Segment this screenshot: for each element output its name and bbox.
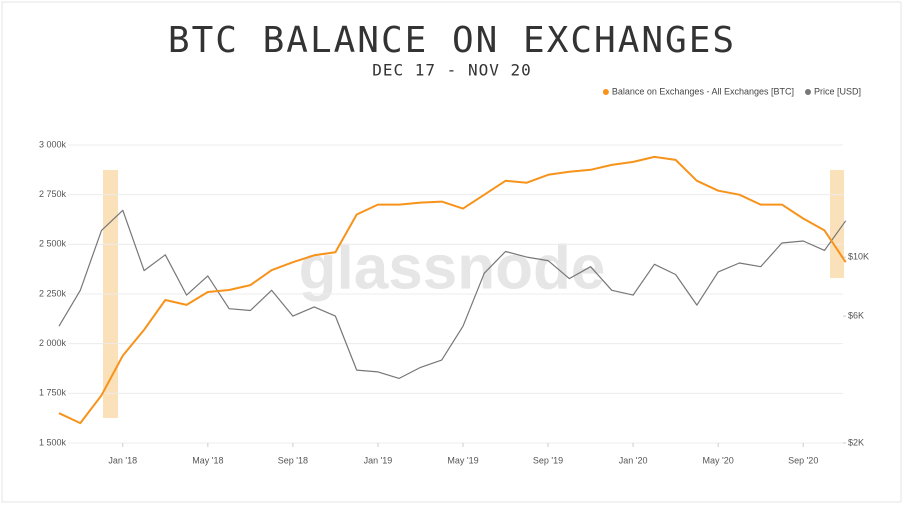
legend-swatch <box>804 89 811 95</box>
y-tick-label: 1 500k <box>39 437 67 447</box>
x-tick-label: May '20 <box>703 455 734 465</box>
highlight <box>830 170 844 278</box>
legend-swatch <box>602 89 609 95</box>
series-line <box>58 209 847 379</box>
x-tick-label: Jan '18 <box>108 455 137 465</box>
legend-label: Price [USD] <box>814 86 861 96</box>
y-tick-label: 1 750k <box>39 388 67 398</box>
x-tick-label: Jan '20 <box>619 455 648 465</box>
x-tick-label: May '19 <box>447 455 478 465</box>
watermark: glassnode <box>299 233 606 302</box>
x-tick-label: Sep '20 <box>788 455 818 465</box>
series-line <box>58 155 847 425</box>
y2-tick-label: $2K <box>848 437 864 447</box>
y-tick-label: 2 500k <box>39 239 67 249</box>
chart-subtitle: DEC 17 - NOV 20 <box>372 61 532 80</box>
y-tick-label: 2 000k <box>39 338 67 348</box>
x-tick-label: May '18 <box>192 455 223 465</box>
x-tick-label: Sep '19 <box>533 455 563 465</box>
y-tick-label: 2 250k <box>39 288 67 298</box>
y2-tick-label: $10K <box>848 251 869 261</box>
legend-label: Balance on Exchanges - All Exchanges [BT… <box>612 86 794 96</box>
chart-title: BTC BALANCE ON EXCHANGES <box>168 20 736 61</box>
y2-tick-label: $6K <box>848 310 864 320</box>
y-tick-label: 3 000k <box>39 139 67 149</box>
y-tick-label: 2 750k <box>39 189 67 199</box>
x-tick-label: Sep '18 <box>278 455 308 465</box>
x-tick-label: Jan '19 <box>364 455 393 465</box>
